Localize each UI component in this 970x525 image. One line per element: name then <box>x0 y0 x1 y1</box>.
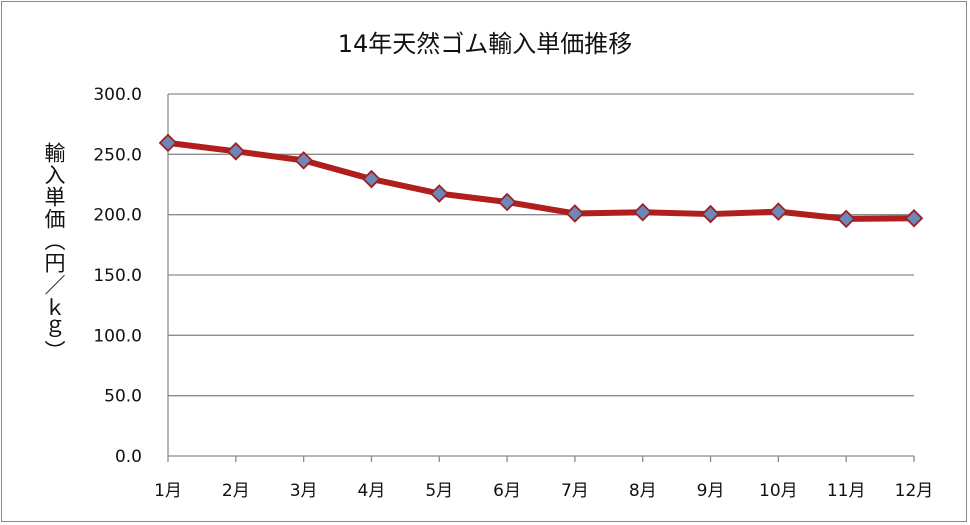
x-tick-label: 7月 <box>561 481 589 501</box>
data-point-marker <box>769 202 788 221</box>
data-point-marker <box>701 204 720 224</box>
data-point-marker <box>158 133 178 153</box>
data-point-marker <box>836 209 856 229</box>
x-tick-label: 9月 <box>697 481 725 501</box>
x-tick-label: 8月 <box>629 481 657 501</box>
data-point-marker <box>294 151 313 170</box>
x-tick-label: 4月 <box>358 481 386 501</box>
y-tick-label: 300.0 <box>93 85 142 105</box>
y-tick-label: 250.0 <box>93 145 142 165</box>
data-point-marker <box>565 204 585 223</box>
data-point-marker <box>633 202 653 222</box>
y-tick-label: 150.0 <box>93 266 142 286</box>
series-line <box>165 139 917 222</box>
x-tick-label: 5月 <box>425 481 453 501</box>
data-point-marker <box>429 184 449 203</box>
data-point-marker <box>362 169 381 189</box>
data-point-marker <box>904 209 924 228</box>
y-tick-label: 0.0 <box>115 447 142 467</box>
y-tick-label: 100.0 <box>93 326 142 346</box>
y-axis-label: 輸入単価（円／ｋｇ） <box>42 142 66 362</box>
y-tick-label: 50.0 <box>104 387 142 407</box>
x-tick-label: 2月 <box>222 481 250 501</box>
x-tick-label: 11月 <box>827 481 866 501</box>
x-tick-label: 6月 <box>493 481 521 501</box>
x-tick-label: 3月 <box>290 481 318 501</box>
y-tick-label: 200.0 <box>93 206 142 226</box>
data-point-marker <box>226 142 246 161</box>
x-tick-label: 1月 <box>154 481 182 501</box>
x-tick-label: 12月 <box>895 481 934 501</box>
data-point-marker <box>497 192 517 212</box>
x-tick-label: 10月 <box>759 481 798 501</box>
chart-title: 14年天然ゴム輸入単価推移 <box>337 30 633 58</box>
